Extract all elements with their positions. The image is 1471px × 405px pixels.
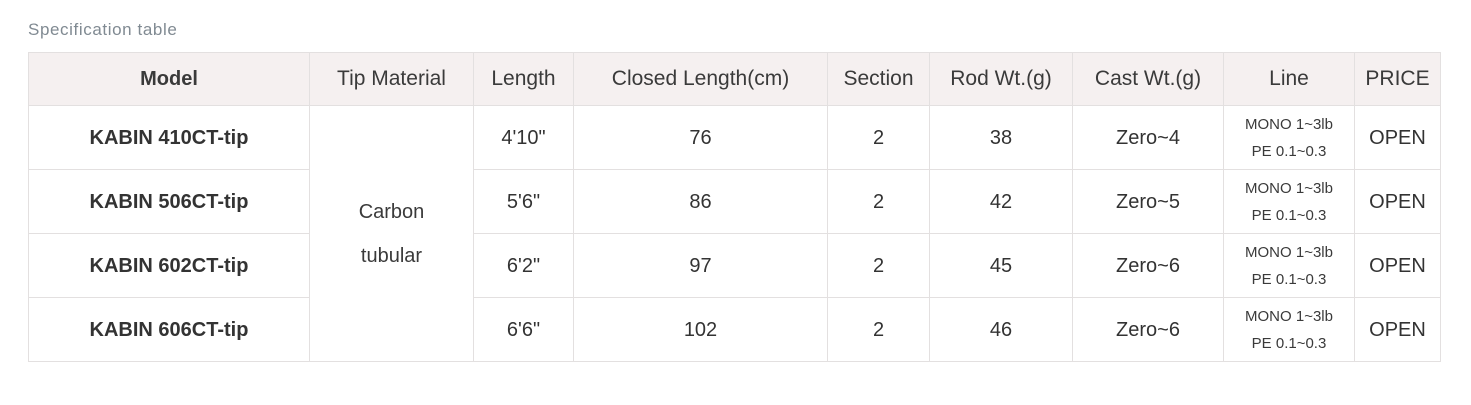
cell-model: KABIN 602CT-tip (28, 233, 310, 298)
cell-price: OPEN (1354, 169, 1441, 234)
column-header-rod-weight: Rod Wt.(g) (929, 52, 1073, 106)
cell-line: MONO 1~3lb PE 0.1~0.3 (1223, 169, 1355, 234)
cell-length: 5'6" (473, 169, 574, 234)
column-header-line: Line (1223, 52, 1355, 106)
cell-line: MONO 1~3lb PE 0.1~0.3 (1223, 233, 1355, 298)
column-header-length: Length (473, 52, 574, 106)
cell-section: 2 (827, 169, 930, 234)
cell-cast-weight: Zero~6 (1072, 297, 1224, 362)
column-header-model: Model (28, 52, 310, 106)
cell-length: 4'10" (473, 105, 574, 170)
cell-rod-weight: 38 (929, 105, 1073, 170)
cell-cast-weight: Zero~5 (1072, 169, 1224, 234)
cell-closed-length: 76 (573, 105, 828, 170)
line-mono-spec: MONO 1~3lb (1245, 307, 1333, 325)
cell-section: 2 (827, 297, 930, 362)
column-header-cast-weight: Cast Wt.(g) (1072, 52, 1224, 106)
cell-closed-length: 86 (573, 169, 828, 234)
cell-length: 6'2" (473, 233, 574, 298)
table-row: KABIN 602CT-tip 6'2" 97 2 45 Zero~6 MONO… (28, 233, 1441, 298)
cell-cast-weight: Zero~4 (1072, 105, 1224, 170)
line-pe-spec: PE 0.1~0.3 (1251, 270, 1327, 288)
table-row: KABIN 606CT-tip 6'6" 102 2 46 Zero~6 MON… (28, 297, 1441, 362)
tip-material-line-2: tubular (360, 244, 423, 267)
cell-closed-length: 97 (573, 233, 828, 298)
cell-rod-weight: 46 (929, 297, 1073, 362)
line-pe-spec: PE 0.1~0.3 (1251, 206, 1327, 224)
column-header-price: PRICE (1354, 52, 1441, 106)
line-pe-spec: PE 0.1~0.3 (1251, 142, 1327, 160)
cell-model: KABIN 506CT-tip (28, 169, 310, 234)
cell-rod-weight: 42 (929, 169, 1073, 234)
cell-length: 6'6" (473, 297, 574, 362)
table-row: KABIN 410CT-tip Carbon tubular 4'10" 76 … (28, 105, 1441, 362)
table-body: KABIN 410CT-tip Carbon tubular 4'10" 76 … (28, 105, 1441, 362)
column-header-closed-length: Closed Length(cm) (573, 52, 828, 106)
cell-price: OPEN (1354, 105, 1441, 170)
line-mono-spec: MONO 1~3lb (1245, 243, 1333, 261)
cell-rod-weight: 45 (929, 233, 1073, 298)
line-pe-spec: PE 0.1~0.3 (1251, 334, 1327, 352)
page-title: Specification table (28, 20, 178, 39)
cell-price: OPEN (1354, 233, 1441, 298)
line-mono-spec: MONO 1~3lb (1245, 179, 1333, 197)
cell-closed-length: 102 (573, 297, 828, 362)
cell-line: MONO 1~3lb PE 0.1~0.3 (1223, 297, 1355, 362)
cell-section: 2 (827, 233, 930, 298)
column-header-tip-material: Tip Material (309, 52, 474, 106)
line-mono-spec: MONO 1~3lb (1245, 115, 1333, 133)
cell-model: KABIN 410CT-tip (28, 105, 310, 170)
spec-table-container: Model Tip Material Length Closed Length(… (28, 52, 1441, 362)
tip-material-line-1: Carbon (358, 200, 425, 223)
table-header: Model Tip Material Length Closed Length(… (28, 52, 1441, 106)
header-row: Model Tip Material Length Closed Length(… (28, 52, 1441, 106)
cell-tip-material: Carbon tubular (309, 105, 474, 362)
specification-table: Model Tip Material Length Closed Length(… (28, 52, 1441, 362)
column-header-section: Section (827, 52, 930, 106)
cell-model: KABIN 606CT-tip (28, 297, 310, 362)
cell-price: OPEN (1354, 297, 1441, 362)
cell-section: 2 (827, 105, 930, 170)
cell-cast-weight: Zero~6 (1072, 233, 1224, 298)
table-row: KABIN 506CT-tip 5'6" 86 2 42 Zero~5 MONO… (28, 169, 1441, 234)
cell-line: MONO 1~3lb PE 0.1~0.3 (1223, 105, 1355, 170)
